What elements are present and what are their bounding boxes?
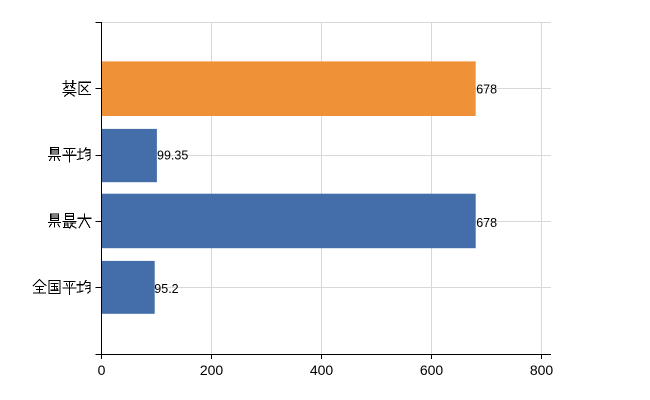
svg-text:95.2: 95.2 [154,282,178,296]
svg-text:600: 600 [420,362,444,378]
svg-text:0: 0 [98,362,106,378]
svg-text:678: 678 [476,82,497,96]
svg-text:200: 200 [200,362,224,378]
svg-text:400: 400 [310,362,334,378]
svg-text:800: 800 [530,362,554,378]
svg-text:99.35: 99.35 [157,148,188,162]
svg-text:678: 678 [476,216,497,230]
